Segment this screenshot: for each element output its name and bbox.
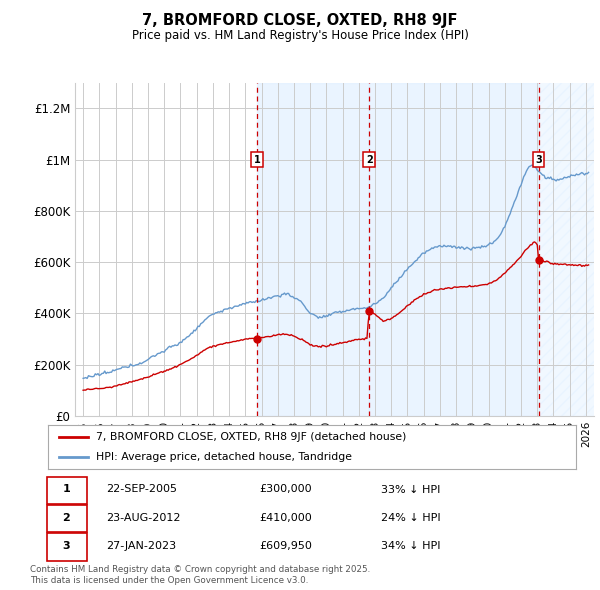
Text: 1: 1 <box>254 155 260 165</box>
Bar <box>257 83 369 416</box>
Text: 3: 3 <box>62 541 70 551</box>
Text: 24% ↓ HPI: 24% ↓ HPI <box>380 513 440 523</box>
FancyBboxPatch shape <box>47 533 86 560</box>
Text: £609,950: £609,950 <box>259 541 312 551</box>
Text: 7, BROMFORD CLOSE, OXTED, RH8 9JF (detached house): 7, BROMFORD CLOSE, OXTED, RH8 9JF (detac… <box>95 432 406 442</box>
Text: Contains HM Land Registry data © Crown copyright and database right 2025.
This d: Contains HM Land Registry data © Crown c… <box>30 565 370 585</box>
FancyBboxPatch shape <box>47 505 86 532</box>
Text: 7, BROMFORD CLOSE, OXTED, RH8 9JF: 7, BROMFORD CLOSE, OXTED, RH8 9JF <box>142 13 458 28</box>
Text: 1: 1 <box>62 484 70 494</box>
Text: £410,000: £410,000 <box>259 513 312 523</box>
Text: 22-SEP-2005: 22-SEP-2005 <box>106 484 177 494</box>
Text: 23-AUG-2012: 23-AUG-2012 <box>106 513 181 523</box>
Text: 33% ↓ HPI: 33% ↓ HPI <box>380 484 440 494</box>
FancyBboxPatch shape <box>47 477 86 504</box>
Text: 27-JAN-2023: 27-JAN-2023 <box>106 541 176 551</box>
Text: 3: 3 <box>535 155 542 165</box>
Text: 2: 2 <box>366 155 373 165</box>
Text: HPI: Average price, detached house, Tandridge: HPI: Average price, detached house, Tand… <box>95 452 352 462</box>
Bar <box>539 83 594 416</box>
Text: Price paid vs. HM Land Registry's House Price Index (HPI): Price paid vs. HM Land Registry's House … <box>131 30 469 42</box>
Bar <box>369 83 539 416</box>
Text: 34% ↓ HPI: 34% ↓ HPI <box>380 541 440 551</box>
Text: 2: 2 <box>62 513 70 523</box>
Text: £300,000: £300,000 <box>259 484 312 494</box>
